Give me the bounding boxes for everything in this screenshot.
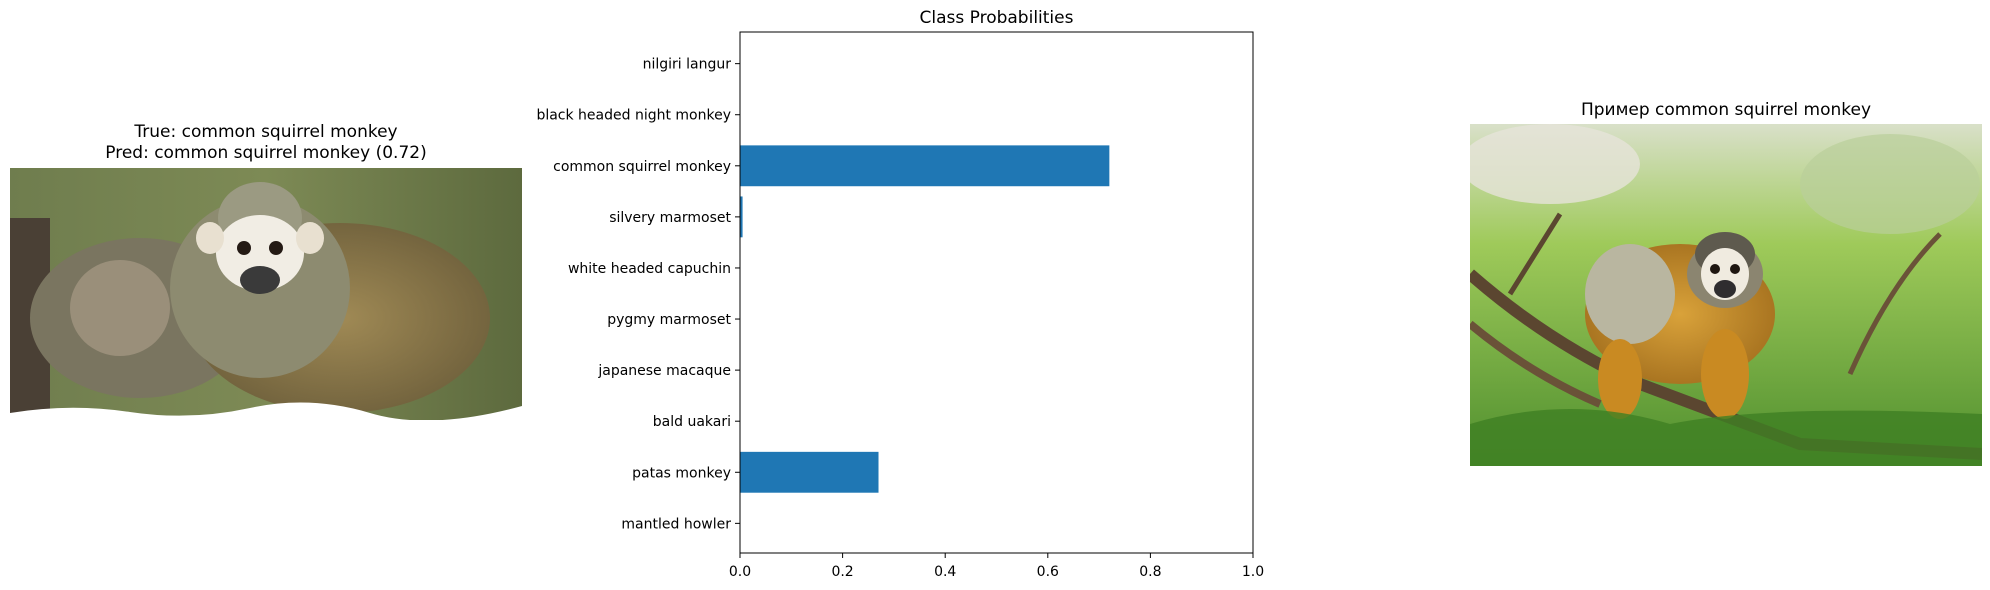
chart-title: Class Probabilities [920,8,1074,28]
bar-2 [740,145,1110,187]
axes-frame [739,31,1254,554]
y-tick-label-4: white headed capuchin [568,261,731,277]
true-label: True: common squirrel monkey [134,122,398,142]
x-tick-label-2: 0.4 [934,564,956,580]
x-tick-label-4: 0.8 [1139,564,1161,580]
y-tick-label-8: patas monkey [632,465,731,481]
left-monkey-photo [10,168,522,420]
y-tick-label-0: nilgiri langur [643,57,732,73]
y-tick-label-6: japanese macaque [597,363,731,379]
squirrel-monkey-branch-image [1470,124,1982,466]
x-tick-label-3: 0.6 [1037,564,1059,580]
left-panel-title: True: common squirrel monkey Pred: commo… [10,122,522,164]
squirrel-monkeys-image [10,168,522,420]
bar-8 [740,451,879,493]
y-tick-label-2: common squirrel monkey [553,159,731,175]
x-tick-label-5: 1.0 [1242,564,1264,580]
pred-label: Pred: common squirrel monkey (0.72) [105,143,427,163]
x-tick-label-0: 0.0 [729,564,751,580]
y-tick-label-1: black headed night monkey [536,108,731,124]
right-monkey-photo [1470,124,1982,466]
bar-3 [740,196,743,238]
y-tick-label-7: bald uakari [653,414,731,430]
y-tick-label-3: silvery marmoset [609,210,731,226]
y-tick-label-5: pygmy marmoset [607,312,731,328]
x-tick-label-1: 0.2 [831,564,853,580]
y-tick-label-9: mantled howler [621,516,731,532]
right-panel-title: Пример common squirrel monkey [1580,100,1872,120]
